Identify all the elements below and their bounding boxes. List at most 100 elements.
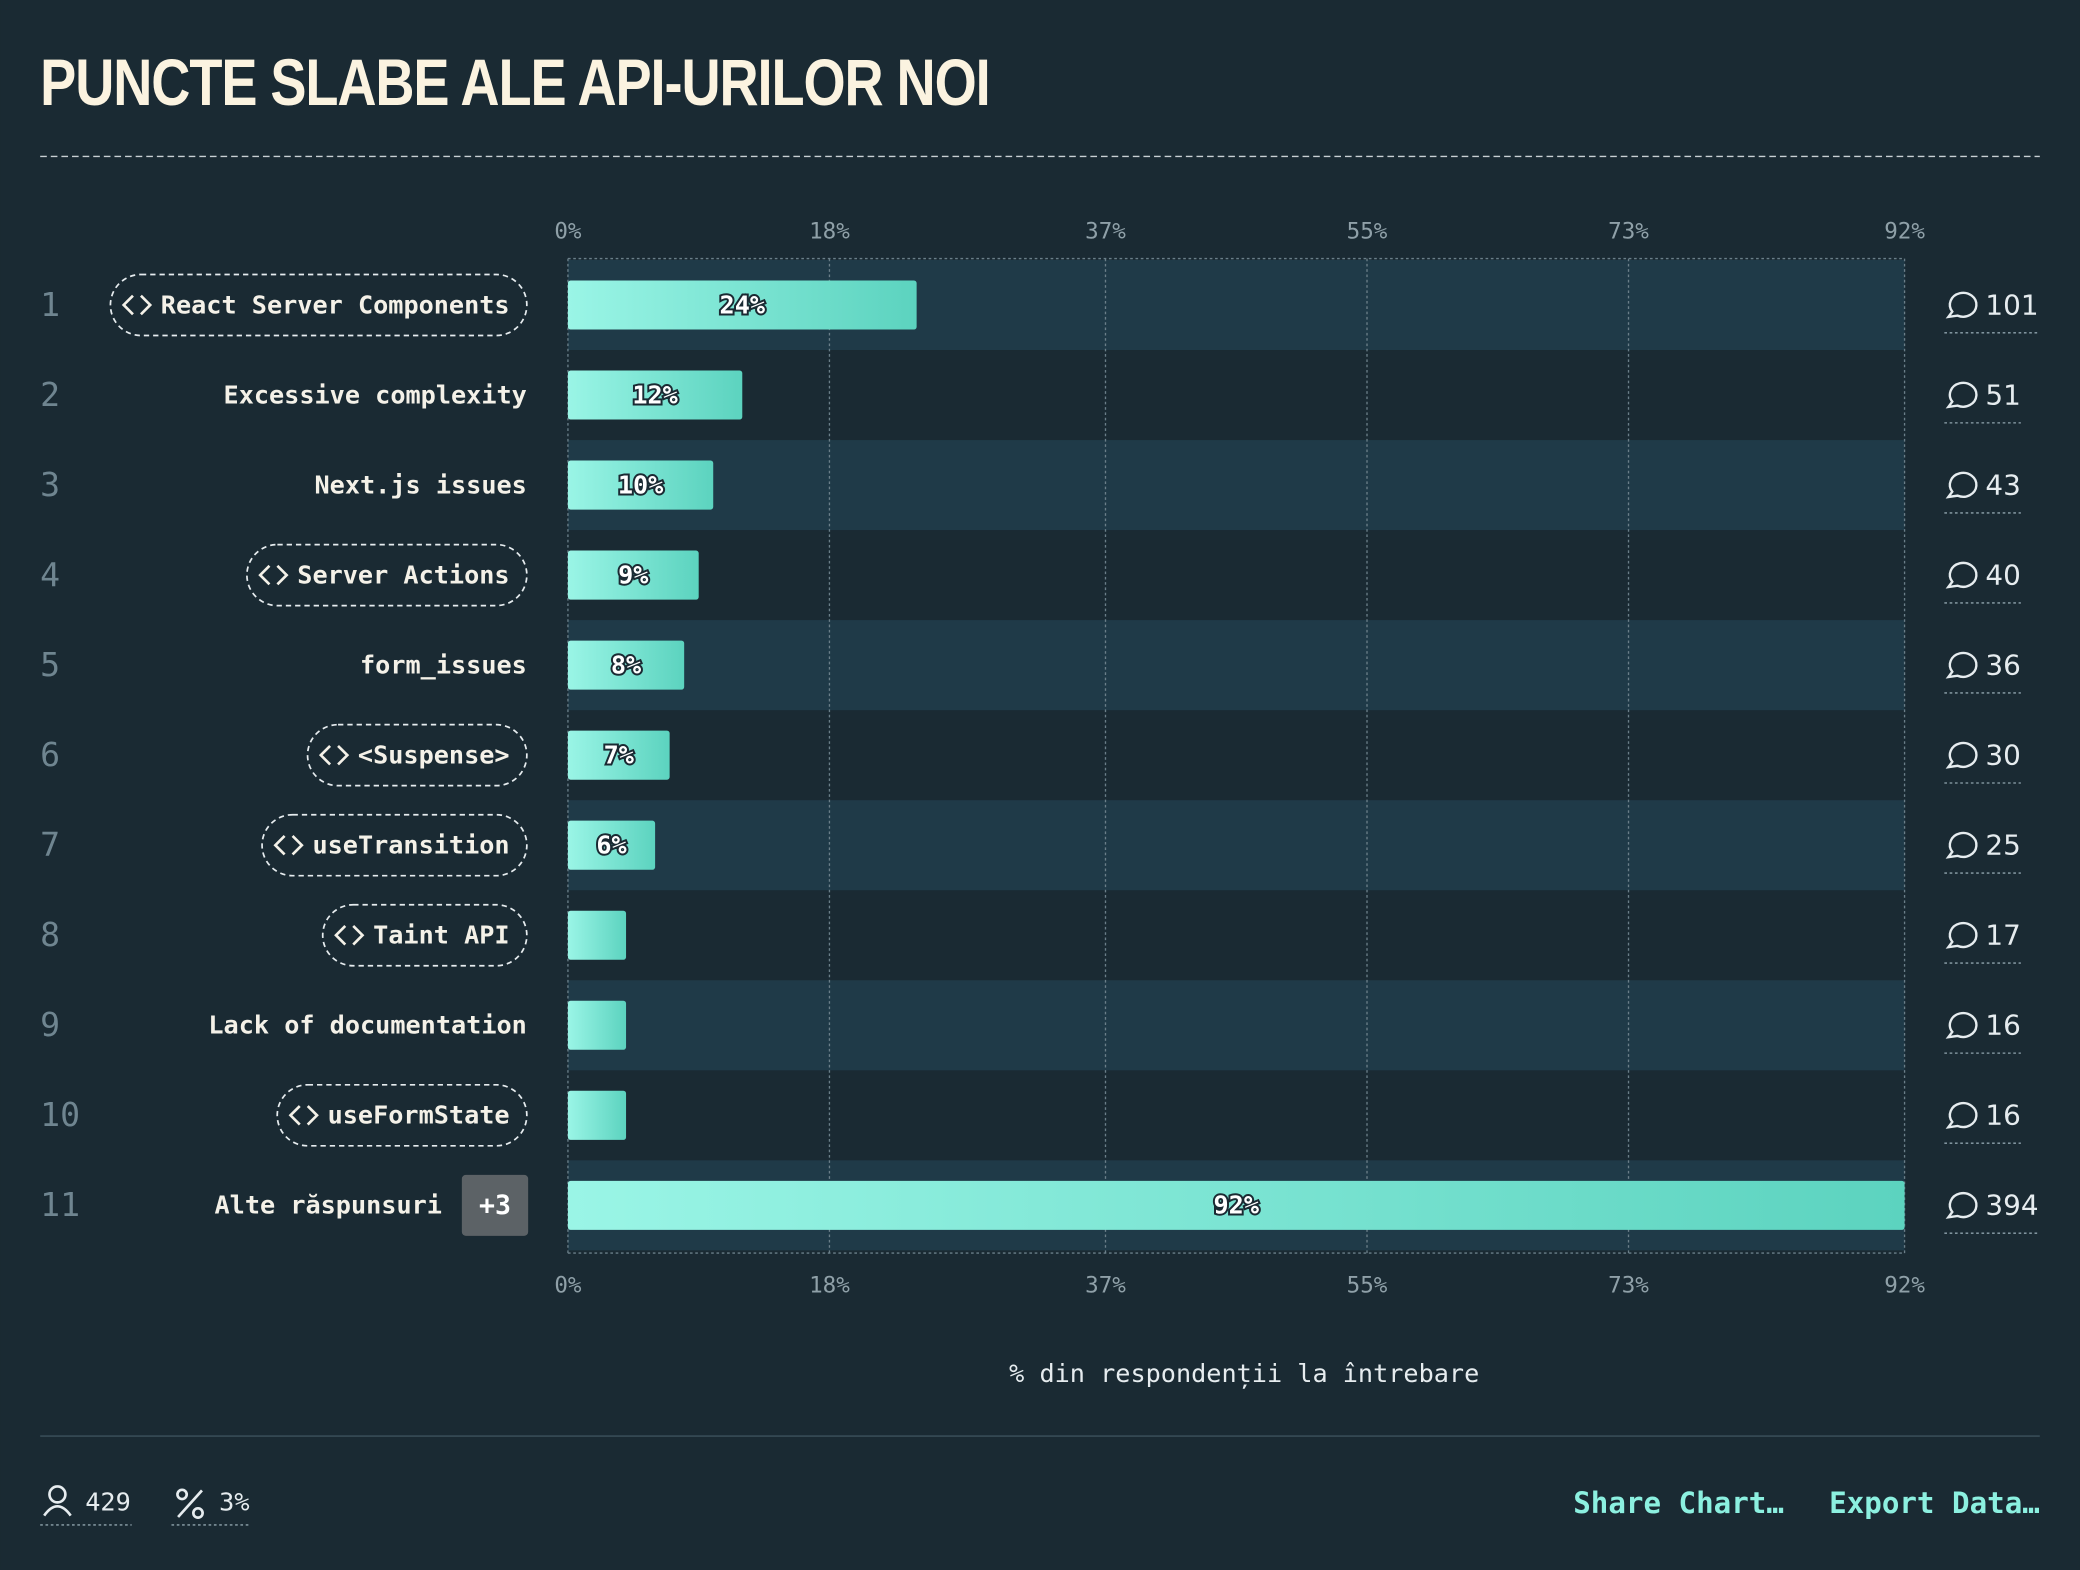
badge — [461, 1174, 529, 1236]
category-label: form_issues — [360, 650, 527, 679]
other-badge: +3 — [479, 1190, 511, 1221]
x-tick-label: 92% — [1884, 219, 1925, 245]
x-tick-label: 18% — [809, 1273, 850, 1299]
tag-icon — [288, 1105, 319, 1126]
category-label: React Server Components — [161, 290, 510, 319]
percent-icon — [176, 1488, 204, 1519]
comment-icon — [1945, 1101, 1978, 1129]
category-label: Taint API — [373, 921, 509, 950]
category-label: Lack of documentation — [208, 1011, 526, 1040]
respondents: 429 — [85, 1488, 130, 1517]
row-stripe — [567, 980, 1905, 1071]
rank: 7 — [40, 825, 60, 864]
value-label: 10% — [618, 470, 664, 499]
export-link[interactable]: Export Data… — [1829, 1486, 2040, 1520]
x-tick-label: 55% — [1347, 219, 1388, 245]
comment-count: 16 — [1985, 1099, 2020, 1132]
percentage: 3% — [219, 1488, 249, 1517]
comment-icon — [1945, 831, 1978, 859]
rank: 11 — [40, 1185, 80, 1224]
value-label: 7% — [604, 740, 634, 769]
bar — [567, 640, 685, 690]
comment-count: 25 — [1985, 829, 2020, 862]
tag-pill — [306, 723, 528, 787]
comment-icon — [1945, 291, 1978, 319]
comment-icon — [1945, 381, 1978, 409]
value-label: 92% — [1213, 1191, 1259, 1220]
rank: 4 — [40, 555, 60, 594]
x-tick-label: 0% — [554, 219, 582, 245]
x-tick-label: 37% — [1085, 219, 1126, 245]
bar — [567, 550, 699, 600]
bar — [567, 730, 670, 780]
rank: 3 — [40, 465, 60, 504]
comment-count: 40 — [1985, 558, 2020, 591]
respondents-icon — [43, 1485, 72, 1517]
value-label: 8% — [611, 650, 641, 679]
x-tick-label: 55% — [1347, 1273, 1388, 1299]
category-label: useTransition — [312, 831, 509, 860]
bar — [567, 820, 656, 870]
tag-icon — [273, 834, 304, 856]
category-label: <Suspense> — [358, 740, 510, 769]
bar — [567, 460, 714, 510]
tag-pill — [321, 903, 528, 967]
x-tick-label: 92% — [1884, 1273, 1925, 1299]
bar — [567, 1180, 1905, 1230]
comment-count: 51 — [1985, 378, 2020, 411]
bar — [567, 280, 917, 330]
value-label: 12% — [632, 380, 678, 409]
comment-icon — [1945, 471, 1978, 499]
value-label: 6% — [596, 831, 626, 860]
x-tick-label: 73% — [1608, 1273, 1649, 1299]
category-label: useFormState — [328, 1101, 510, 1130]
comment-icon — [1945, 651, 1978, 679]
category-label: Excessive complexity — [224, 380, 527, 409]
rank: 6 — [40, 735, 60, 774]
comment-count: 101 — [1985, 288, 2038, 321]
row-stripe — [567, 800, 1905, 891]
chart-title: PUNCTE SLABE ALE API-URILOR NOI — [40, 46, 989, 120]
tag-icon — [121, 294, 153, 316]
rank: 9 — [40, 1005, 60, 1044]
comment-icon — [1945, 1011, 1978, 1039]
comment-count: 30 — [1985, 738, 2020, 771]
x-tick-label: 73% — [1608, 219, 1649, 245]
value-label: 24% — [720, 290, 765, 319]
tag-icon — [258, 564, 289, 586]
share-link[interactable]: Share Chart… — [1573, 1486, 1784, 1520]
bar — [567, 1090, 627, 1140]
tag-icon — [334, 925, 365, 946]
category-label: Server Actions — [297, 560, 509, 589]
rank: 8 — [40, 915, 60, 954]
comment-count: 394 — [1985, 1189, 2038, 1222]
bar — [567, 370, 743, 420]
tag-pill — [109, 273, 528, 337]
x-tick-label: 0% — [554, 1273, 582, 1299]
value-label: 9% — [618, 560, 648, 589]
comment-count: 36 — [1985, 648, 2020, 681]
tag-pill — [276, 1083, 528, 1147]
rank: 1 — [40, 285, 60, 324]
row-stripe — [567, 620, 1905, 711]
comment-icon — [1945, 561, 1978, 589]
row-stripe — [567, 440, 1905, 531]
comment-icon — [1945, 921, 1978, 949]
rank: 5 — [40, 645, 60, 684]
x-tick-label: 37% — [1085, 1273, 1126, 1299]
tag-icon — [318, 744, 350, 766]
comment-icon — [1945, 1191, 1978, 1219]
category-label: Alte răspunsuri — [214, 1191, 441, 1220]
comment-count: 43 — [1985, 468, 2020, 501]
comment-icon — [1945, 741, 1978, 769]
bar — [567, 910, 627, 960]
rank: 10 — [40, 1095, 80, 1134]
category-label: Next.js issues — [315, 470, 527, 499]
x-axis-label: % din respondenții la întrebare — [1009, 1359, 1479, 1389]
comment-count: 16 — [1985, 1009, 2020, 1042]
x-tick-label: 18% — [809, 219, 850, 245]
rank: 2 — [40, 375, 60, 414]
bar — [567, 1000, 627, 1050]
